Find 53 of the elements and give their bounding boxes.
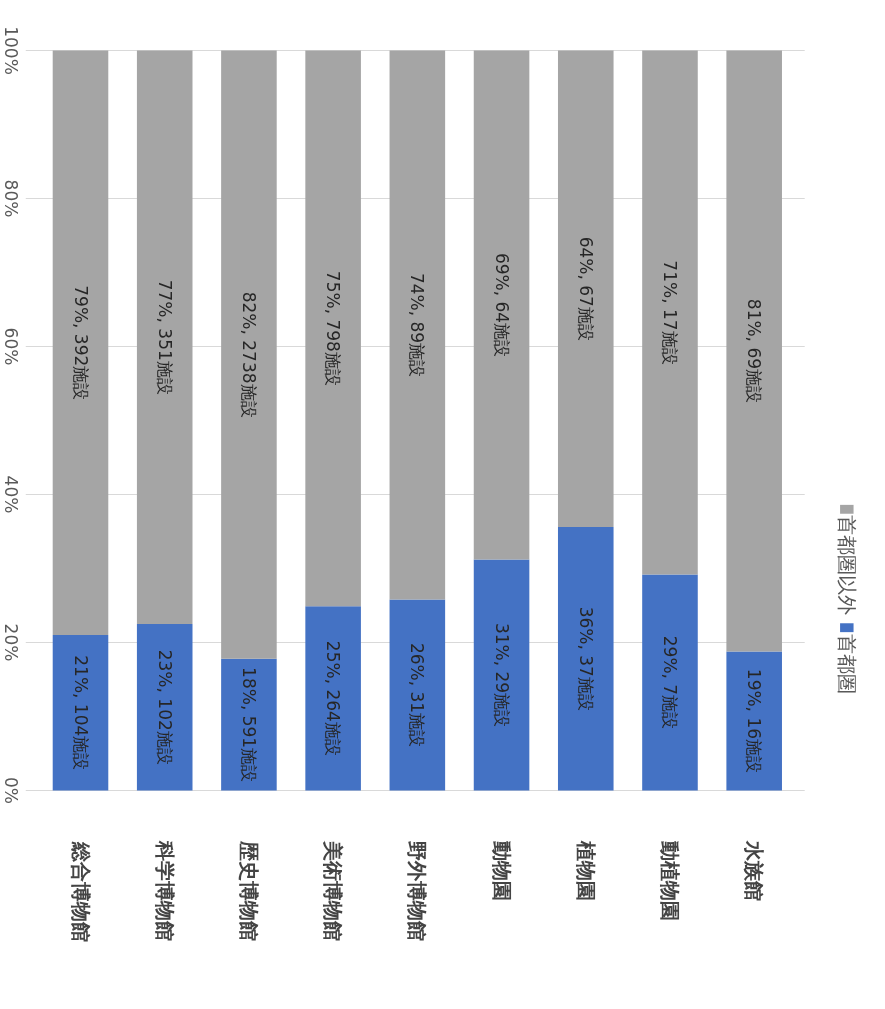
bar	[473, 559, 530, 791]
bar	[52, 635, 109, 791]
y-tick-label: 60%	[1, 327, 22, 366]
legend-label: 首都圏	[834, 633, 859, 694]
bar	[221, 50, 277, 659]
x-tick-label: 総合博物館	[68, 840, 93, 942]
y-tick-label: 40%	[1, 475, 22, 514]
x-tick-label: 動植物園	[657, 840, 682, 922]
bar	[136, 50, 193, 624]
data-label: 26%, 31施設	[407, 642, 428, 748]
bar	[389, 599, 446, 791]
x-tick-label: 植物園	[573, 840, 598, 902]
x-tick-label: 美術博物館	[321, 840, 346, 942]
data-label: 21%, 104施設	[70, 655, 91, 771]
bar	[136, 624, 193, 791]
data-label: 81%, 69施設	[744, 298, 765, 404]
bar	[557, 527, 614, 791]
data-label: 82%, 2738施設	[238, 291, 259, 418]
data-label: 77%, 351施設	[154, 279, 175, 395]
bar	[473, 50, 530, 560]
data-label: 18%, 591施設	[238, 667, 259, 783]
data-label: 79%, 392施設	[70, 285, 91, 401]
data-label: 75%, 798施設	[323, 270, 344, 386]
x-tick-label: 水族館	[742, 840, 767, 902]
bar	[52, 50, 109, 636]
bar	[557, 50, 614, 528]
y-tick-label: 80%	[1, 179, 22, 218]
data-label: 23%, 102施設	[154, 649, 175, 765]
data-label: 31%, 29施設	[491, 622, 512, 728]
data-label: 25%, 264施設	[323, 640, 344, 756]
bar	[726, 651, 782, 791]
y-tick-label: 20%	[1, 623, 22, 662]
y-tick-label: 100%	[1, 26, 22, 75]
bar	[389, 50, 446, 600]
bar	[305, 50, 361, 607]
x-tick-label: 歴史博物館	[236, 840, 261, 942]
bar	[642, 574, 698, 791]
bar	[642, 50, 698, 575]
x-tick-label: 野外博物館	[405, 841, 430, 942]
y-tick-label: 0%	[1, 777, 22, 804]
data-label: 64%, 67施設	[575, 236, 596, 341]
data-label: 69%, 64施設	[491, 252, 512, 358]
x-tick-label: 科学博物館	[152, 840, 177, 942]
data-label: 74%, 89施設	[407, 272, 428, 378]
bar	[221, 658, 277, 791]
data-label: 36%, 37施設	[575, 606, 596, 711]
data-label: 71%, 17施設	[659, 260, 680, 365]
data-label: 19%, 16施設	[744, 668, 765, 774]
legend-label: 首都圏以外	[834, 515, 859, 616]
x-tick-label: 動物園	[489, 840, 514, 902]
bar	[305, 606, 361, 791]
bar	[726, 50, 782, 652]
data-label: 29%, 7施設	[659, 635, 680, 730]
